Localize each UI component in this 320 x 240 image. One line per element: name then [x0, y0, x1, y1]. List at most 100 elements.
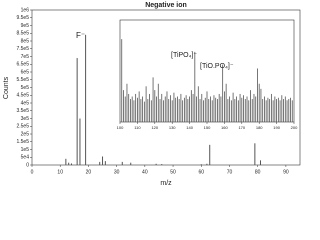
bar	[220, 96, 222, 122]
bar	[255, 96, 257, 122]
bar	[274, 96, 276, 122]
bar	[272, 100, 274, 122]
bar	[177, 96, 178, 122]
bar	[201, 93, 203, 122]
bar	[246, 96, 248, 122]
bar	[121, 161, 123, 165]
x-tick-label: 110	[134, 125, 141, 130]
bar	[65, 158, 67, 165]
bar	[213, 95, 215, 122]
bar	[222, 64, 224, 122]
bar	[244, 99, 246, 122]
bar	[251, 99, 253, 122]
bar	[225, 83, 227, 122]
bar	[194, 51, 196, 122]
bar	[143, 101, 145, 122]
bar	[257, 68, 258, 122]
bar	[211, 100, 213, 122]
bar	[85, 34, 87, 165]
bar	[131, 96, 133, 122]
bar	[192, 93, 194, 122]
x-tick-label: 140	[186, 125, 193, 130]
bar	[269, 99, 271, 122]
bar	[199, 99, 201, 122]
bar	[281, 95, 283, 122]
x-tick-label: 150	[204, 125, 211, 130]
bar	[126, 83, 128, 122]
bar	[121, 39, 123, 122]
bar	[206, 91, 208, 122]
bar	[178, 99, 180, 122]
bar	[168, 99, 170, 122]
bar	[267, 97, 269, 122]
bar	[150, 100, 152, 122]
y-tick-label: 8e5	[21, 38, 30, 44]
bar	[270, 93, 272, 122]
bar	[258, 83, 260, 122]
bar	[173, 92, 175, 122]
y-tick-label: 3e5	[21, 116, 30, 122]
bar	[234, 99, 236, 122]
bar	[124, 96, 126, 122]
bar	[70, 163, 72, 165]
y-tick-label: 0	[26, 162, 29, 168]
bar	[208, 99, 210, 122]
bar	[254, 143, 256, 165]
bar	[253, 93, 255, 122]
bar	[190, 90, 192, 122]
bar	[229, 96, 231, 122]
bar	[159, 99, 161, 122]
y-tick-label: 7e5	[21, 54, 30, 60]
bar	[215, 97, 217, 122]
bar	[104, 161, 106, 165]
x-tick-label: 70	[227, 169, 233, 175]
x-tick-label: 190	[273, 125, 280, 130]
bar	[218, 93, 220, 122]
y-tick-label: 1e5	[21, 147, 30, 153]
bar	[164, 96, 166, 122]
bar	[149, 93, 150, 122]
x-tick-label: 0	[31, 169, 34, 175]
x-tick-label: 90	[283, 169, 289, 175]
bar	[248, 100, 250, 122]
annotation: F⁻	[76, 31, 85, 40]
y-tick-label: 5e4	[21, 155, 30, 161]
bar	[239, 93, 241, 122]
y-tick-label: 1.5e5	[16, 139, 29, 145]
bar	[230, 100, 232, 122]
bar	[237, 100, 239, 122]
bar	[152, 77, 154, 122]
bar	[182, 100, 184, 122]
bar	[187, 99, 189, 122]
x-tick-label: 160	[221, 125, 228, 130]
bar	[236, 96, 237, 122]
bar	[133, 100, 135, 122]
y-tick-label: 8.5e5	[16, 31, 29, 37]
bar	[232, 92, 234, 122]
bar	[183, 97, 185, 122]
y-tick-label: 2e5	[21, 131, 30, 137]
y-tick-label: 6e5	[21, 69, 30, 75]
bar	[185, 95, 187, 122]
bar	[197, 86, 199, 122]
y-tick-label: 4e5	[21, 100, 30, 106]
x-tick-label: 120	[151, 125, 158, 130]
bar	[145, 86, 147, 122]
bar	[170, 95, 171, 122]
x-tick-label: 10	[57, 169, 63, 175]
bar	[224, 91, 225, 122]
bar	[135, 93, 137, 122]
bar	[204, 97, 206, 122]
bar	[279, 100, 281, 122]
bar	[163, 100, 164, 122]
bar	[291, 100, 293, 122]
bar	[243, 95, 244, 122]
bar	[260, 88, 262, 122]
y-axis-label: Counts	[3, 76, 10, 99]
x-tick-label: 30	[114, 169, 120, 175]
bar	[241, 97, 243, 122]
x-tick-label: 60	[198, 169, 204, 175]
bar	[210, 96, 211, 122]
bar	[276, 99, 277, 122]
bar	[180, 93, 182, 122]
